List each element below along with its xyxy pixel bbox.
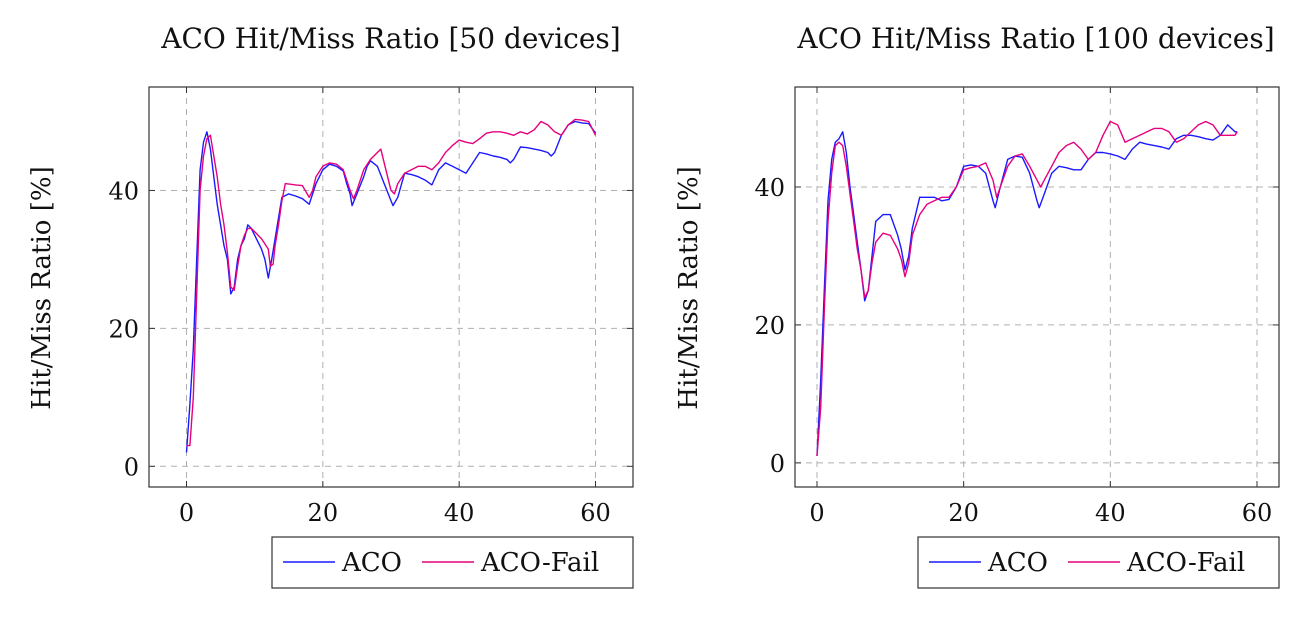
y-tick-label: 0: [124, 453, 139, 481]
series-line-aco: [185, 120, 597, 453]
y-axis-label: Hit/Miss Ratio [%]: [674, 166, 704, 409]
x-tick-label: 40: [1095, 499, 1126, 527]
x-tick-label: 20: [308, 499, 339, 527]
y-tick-label: 40: [754, 174, 785, 202]
legend-box: [917, 536, 1280, 589]
grid-lines: [795, 87, 1279, 487]
legend-label-aco-fail: ACO-Fail: [1126, 548, 1245, 578]
chart-left: ACO Hit/Miss Ratio [50 devices] Hit/Miss…: [27, 22, 634, 589]
series-lines: [185, 118, 597, 453]
x-tick-label: 60: [580, 499, 611, 527]
plot-area-frame: [794, 86, 1280, 488]
plot-area-frame: [148, 86, 634, 488]
grid-lines: [149, 87, 633, 487]
y-axis-label: Hit/Miss Ratio [%]: [27, 166, 57, 409]
legend-label-aco: ACO: [987, 548, 1048, 578]
axis-ticks: 0 20 40 60 0 20 40: [108, 87, 633, 527]
axis-ticks: 0 20 40 60 0 20 40: [754, 87, 1279, 527]
chart-title: ACO Hit/Miss Ratio [50 devices]: [160, 22, 620, 55]
x-tick-label: 20: [948, 499, 979, 527]
legend-label-aco: ACO: [341, 548, 402, 578]
x-tick-label: 60: [1242, 499, 1273, 527]
series-line-aco-fail: [816, 120, 1238, 457]
y-tick-label: 40: [108, 177, 139, 205]
x-tick-label: 0: [809, 499, 824, 527]
series-lines: [816, 120, 1238, 457]
series-line-aco: [816, 124, 1238, 457]
chart-title: ACO Hit/Miss Ratio [100 devices]: [796, 22, 1274, 55]
legend-label-aco-fail: ACO-Fail: [480, 548, 599, 578]
y-tick-label: 0: [770, 450, 785, 478]
x-tick-label: 40: [444, 499, 475, 527]
legend-box: [271, 536, 634, 589]
chart-right: ACO Hit/Miss Ratio [100 devices] Hit/Mis…: [674, 22, 1280, 589]
y-tick-label: 20: [754, 312, 785, 340]
series-line-aco-fail: [186, 118, 597, 447]
legend: ACO ACO-Fail: [271, 536, 634, 589]
y-tick-label: 20: [108, 315, 139, 343]
legend: ACO ACO-Fail: [917, 536, 1280, 589]
x-tick-label: 0: [179, 499, 194, 527]
